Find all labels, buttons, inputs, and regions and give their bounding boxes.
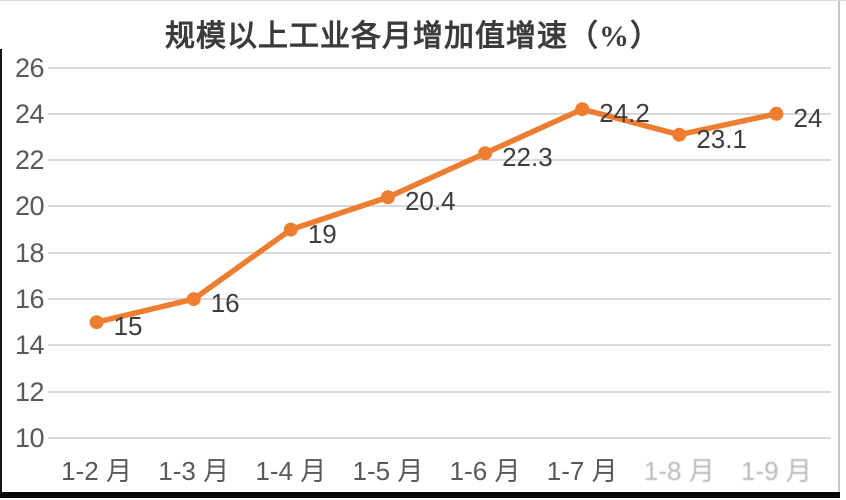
- y-axis-tick-label: 14: [14, 330, 45, 361]
- data-point-label: 16: [210, 288, 240, 319]
- x-axis-tick-label: 1-2 月: [61, 456, 132, 486]
- gridline: [48, 298, 831, 301]
- y-axis-tick-label: 12: [14, 376, 45, 407]
- gridline: [48, 159, 831, 162]
- data-point-label: 20.4: [404, 186, 456, 217]
- x-axis-tick-label: 1-4 月: [255, 456, 327, 486]
- gridline: [48, 66, 831, 69]
- data-point-label: 24.2: [599, 98, 650, 129]
- y-axis-tick-label: 18: [14, 237, 45, 268]
- x-axis-tick-label: 1-3 月: [158, 456, 230, 486]
- y-axis-tick-label: 26: [14, 52, 45, 83]
- y-axis-tick-label: 16: [14, 284, 45, 315]
- gridline: [48, 437, 831, 439]
- left-edge-line: [0, 49, 2, 498]
- y-axis-tick-label: 22: [14, 145, 45, 176]
- data-point-marker: [672, 127, 687, 142]
- right-edge-line: [838, 1, 840, 498]
- y-axis-tick-label: 10: [14, 423, 45, 453]
- data-point-label: 22.3: [502, 142, 553, 173]
- x-axis-tick-label: 1-9 月: [741, 456, 812, 486]
- data-point-marker: [89, 315, 104, 330]
- x-axis-tick-label: 1-7 月: [546, 456, 618, 486]
- gridline: [48, 251, 831, 254]
- x-axis-tick-label: 1-5 月: [352, 456, 424, 486]
- data-point-label: 19: [307, 218, 337, 249]
- bottom-edge-bar: [0, 492, 840, 498]
- chart-title: 规模以上工业各月增加值增速（%）: [165, 20, 661, 53]
- data-point-label: 24: [793, 102, 823, 133]
- y-axis-tick-label: 24: [14, 98, 45, 129]
- data-point-marker: [380, 190, 395, 205]
- x-axis-tick-label: 1-6 月: [449, 456, 521, 486]
- x-axis-tick-label: 1-8 月: [643, 456, 715, 486]
- y-axis-tick-label: 20: [14, 191, 45, 222]
- data-point-label: 23.1: [696, 123, 747, 154]
- data-point-label: 15: [113, 311, 143, 342]
- gridline: [48, 344, 831, 347]
- data-point-marker: [283, 222, 298, 237]
- gridline: [48, 390, 831, 393]
- gridline: [48, 112, 831, 115]
- data-point-marker: [478, 146, 493, 161]
